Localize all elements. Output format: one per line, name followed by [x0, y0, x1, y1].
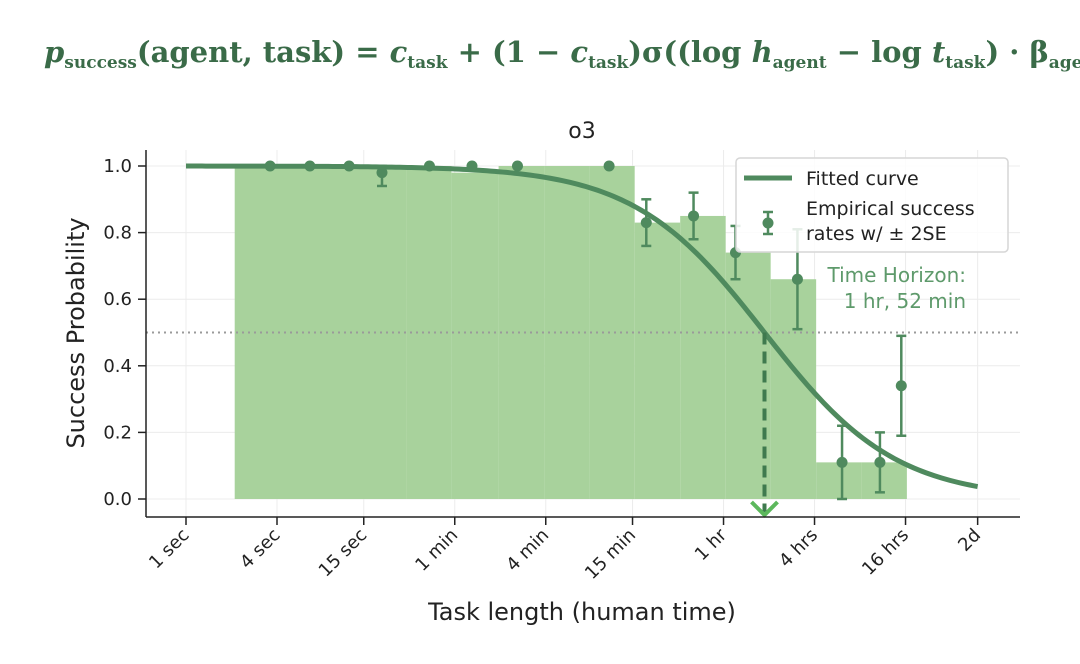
empirical-point [343, 160, 355, 172]
histogram-bar [451, 172, 499, 499]
x-tick-label: 4 min [502, 525, 553, 576]
fitted-curve [186, 163, 979, 489]
x-tick-label: 1 hr [691, 524, 732, 565]
empirical-point [836, 456, 848, 468]
time-horizon-label-1: Time Horizon: [826, 263, 966, 287]
empirical-point [423, 160, 435, 172]
formula-sigma: )σ((log [628, 35, 752, 69]
empirical-point [376, 167, 388, 179]
y-tick-label: 0.8 [103, 223, 132, 244]
formula-t: t [931, 35, 946, 69]
formula-args: (agent, task) = [136, 35, 390, 69]
x-tick-label: 16 hrs [858, 525, 913, 580]
legend-points-label-2: rates w/ ± 2SE [806, 223, 947, 245]
time-horizon-label-2: 1 hr, 52 min [844, 289, 966, 313]
y-axis-ticks: 0.0 0.2 0.4 0.6 0.8 1.0 [103, 156, 146, 510]
x-tick-label: 4 sec [236, 525, 284, 573]
legend-points-marker [762, 217, 774, 229]
empirical-point [264, 160, 276, 172]
formula-beta-sub: agent [1048, 53, 1080, 73]
formula-t-sub: task [945, 53, 986, 73]
legend-box [735, 157, 1009, 253]
x-tick-label: 2d [954, 525, 985, 556]
empirical-point [640, 217, 652, 229]
formula-h: h [751, 35, 773, 69]
y-tick-label: 0.4 [103, 356, 132, 377]
empirical-point [603, 160, 615, 172]
x-axis-title: Task length (human time) [427, 598, 736, 626]
empirical-point [688, 210, 700, 222]
success-probability-formula: psuccess(agent, task) = ctask + (1 − cta… [44, 22, 1080, 82]
legend: Fitted curve Empirical success rates w/ … [735, 157, 1009, 253]
axes [145, 150, 1020, 518]
formula-minus-log: − log [826, 35, 932, 69]
x-tick-label: 1 sec [145, 525, 193, 573]
y-tick-label: 0.2 [103, 422, 132, 443]
legend-points-label-1: Empirical success [806, 198, 975, 220]
empirical-point [791, 273, 803, 285]
chart-title: o3 [568, 119, 595, 144]
empirical-points [264, 160, 907, 501]
y-tick-label: 1.0 [103, 156, 132, 177]
formula-c1: c [389, 35, 408, 69]
histogram-bars [234, 166, 907, 500]
formula-h-sub: agent [772, 53, 827, 73]
empirical-point [304, 160, 316, 172]
x-tick-label: 15 sec [315, 525, 372, 582]
formula-p: p [44, 35, 65, 69]
x-tick-label: 4 hrs [775, 525, 822, 572]
histogram-bar [816, 462, 862, 499]
formula-c1-sub: task [407, 53, 448, 73]
formula-c2: c [570, 35, 589, 69]
empirical-point [466, 160, 478, 172]
formula-p-sub: success [64, 53, 137, 73]
y-tick-label: 0.0 [103, 489, 132, 510]
histogram-bar [634, 222, 681, 500]
x-tick-label: 15 min [581, 525, 640, 584]
x-axis-ticks: 1 sec 4 sec 15 sec 1 min 4 min 15 min 1 hr 4 hr… [145, 517, 985, 584]
x-tick-label: 1 min [411, 525, 462, 576]
empirical-point [511, 160, 523, 172]
empirical-point [874, 456, 886, 468]
formula-mid: + (1 − [447, 35, 571, 69]
formula-c2-sub: task [588, 53, 629, 73]
y-axis-title: Success Probability [62, 217, 90, 448]
formula-beta: ) · β [985, 35, 1049, 69]
legend-curve-label: Fitted curve [806, 168, 919, 190]
y-tick-label: 0.6 [103, 289, 132, 310]
time-horizon-arrow [750, 500, 779, 518]
empirical-point [895, 380, 907, 392]
